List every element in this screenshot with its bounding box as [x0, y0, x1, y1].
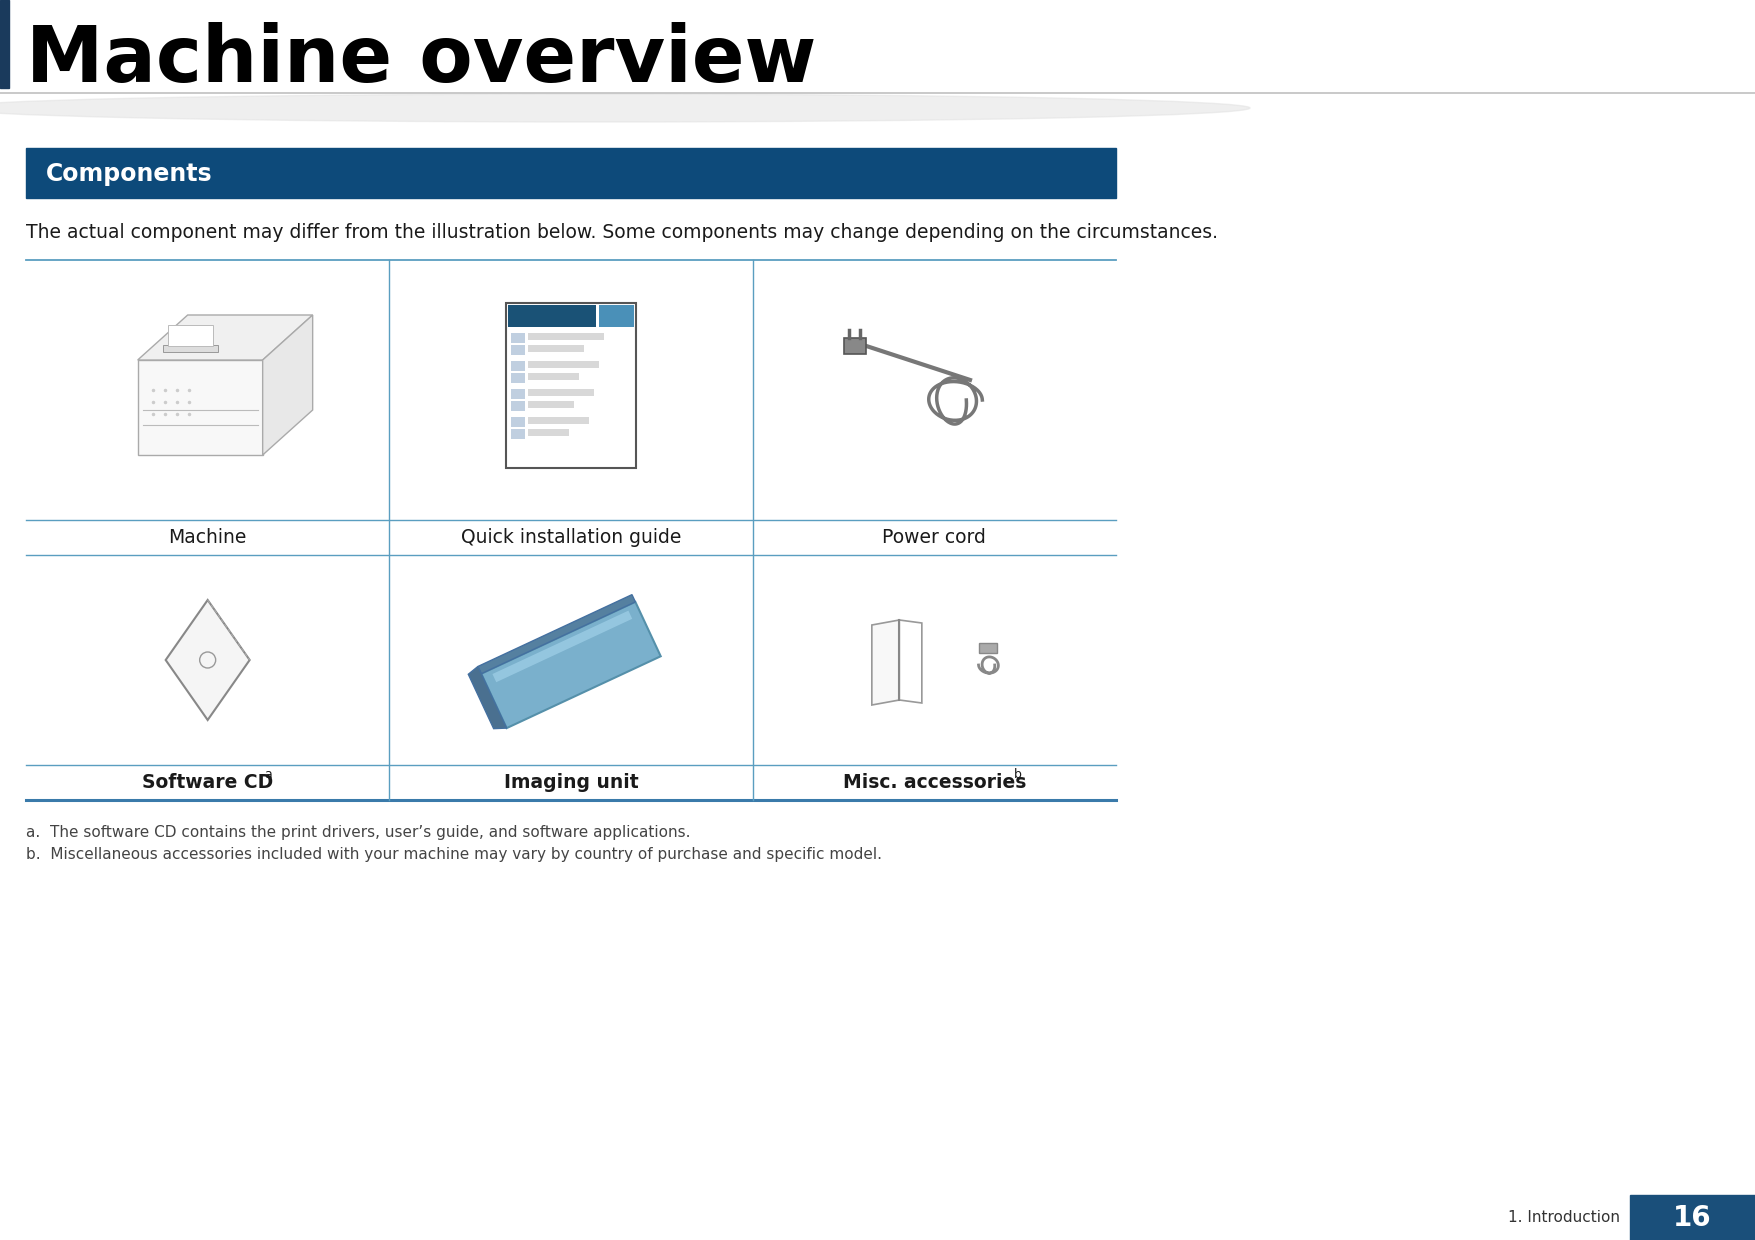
- Text: Misc. accessories: Misc. accessories: [842, 773, 1027, 792]
- Text: Quick installation guide: Quick installation guide: [462, 528, 681, 547]
- Text: a.  The software CD contains the print drivers, user’s guide, and software appli: a. The software CD contains the print dr…: [26, 825, 690, 839]
- Polygon shape: [872, 620, 899, 706]
- Ellipse shape: [0, 94, 1250, 122]
- Bar: [507, 305, 597, 326]
- Text: b.  Miscellaneous accessories included with your machine may vary by country of : b. Miscellaneous accessories included wi…: [26, 847, 883, 862]
- Bar: [528, 361, 600, 367]
- Polygon shape: [263, 315, 312, 455]
- Bar: [511, 372, 525, 382]
- Polygon shape: [163, 345, 218, 352]
- Bar: [511, 417, 525, 427]
- Bar: [528, 401, 574, 408]
- Polygon shape: [481, 601, 660, 728]
- Bar: [979, 644, 997, 653]
- Text: 1. Introduction: 1. Introduction: [1508, 1210, 1620, 1225]
- Text: 16: 16: [1673, 1204, 1711, 1231]
- Bar: [505, 303, 635, 467]
- Polygon shape: [137, 360, 263, 455]
- Text: Imaging unit: Imaging unit: [504, 773, 639, 792]
- Text: The actual component may differ from the illustration below. Some components may: The actual component may differ from the…: [26, 222, 1218, 242]
- Bar: [528, 332, 604, 340]
- Text: Software CD: Software CD: [142, 773, 274, 792]
- Polygon shape: [469, 666, 507, 729]
- Polygon shape: [493, 610, 632, 682]
- Bar: [511, 332, 525, 342]
- Polygon shape: [899, 620, 921, 703]
- Bar: [528, 429, 569, 435]
- Bar: [598, 305, 634, 326]
- Bar: [0, 0, 9, 88]
- Text: Components: Components: [46, 162, 212, 186]
- Bar: [528, 345, 584, 351]
- Bar: [528, 417, 590, 424]
- Polygon shape: [137, 315, 312, 360]
- Text: b: b: [1014, 768, 1021, 781]
- Bar: [844, 339, 867, 353]
- Polygon shape: [477, 595, 635, 673]
- Bar: [511, 345, 525, 355]
- Bar: [511, 401, 525, 410]
- Bar: [511, 388, 525, 398]
- Bar: [528, 388, 595, 396]
- Text: Machine: Machine: [168, 528, 247, 547]
- Text: Machine overview: Machine overview: [26, 22, 816, 98]
- Text: a: a: [265, 768, 272, 781]
- Bar: [528, 372, 579, 379]
- Polygon shape: [168, 325, 212, 346]
- Bar: [511, 429, 525, 439]
- Polygon shape: [165, 600, 249, 720]
- Text: Power cord: Power cord: [883, 528, 986, 547]
- Bar: [511, 361, 525, 371]
- Bar: [1630, 1195, 1755, 1240]
- Bar: [26, 148, 1116, 198]
